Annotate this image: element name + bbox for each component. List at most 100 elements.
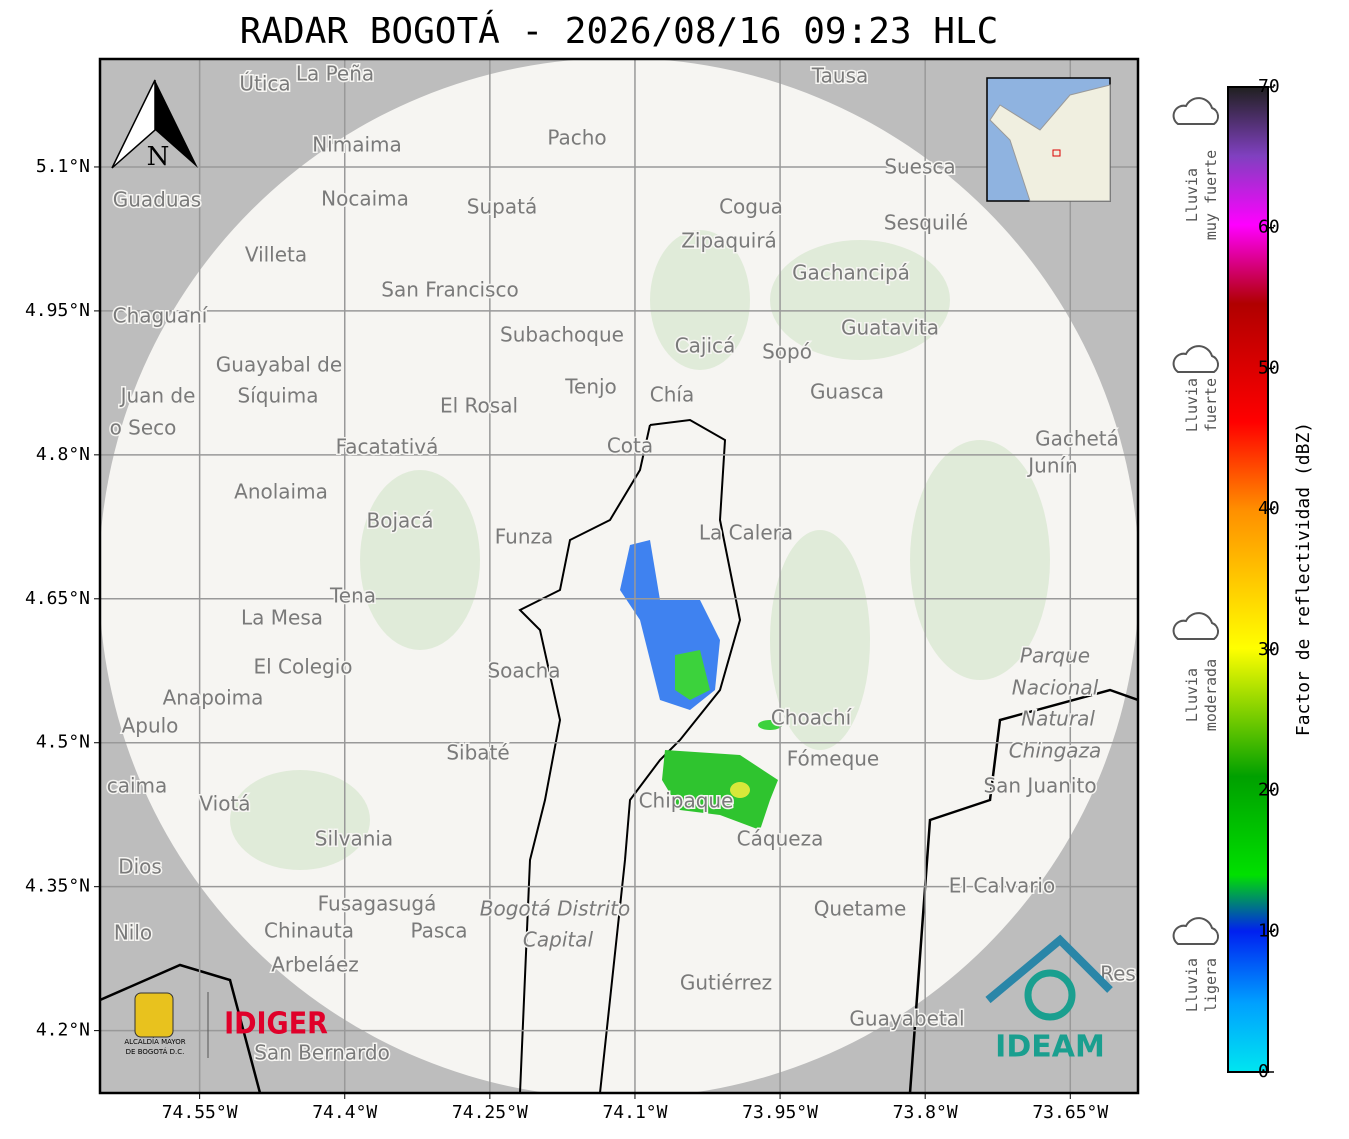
map: Útica La Peña Tausa Pacho Nimaima Guaduas Noca…: [100, 59, 1138, 1093]
place-label: Bogotá Distrito: [480, 897, 630, 921]
place-label: Junín: [1026, 454, 1077, 478]
place-label: El Calvario: [949, 874, 1055, 898]
colorbar-axis: 0 10 20 30 40 50 60 70: [1258, 76, 1280, 1082]
place-label: Gachancipá: [792, 261, 910, 285]
weather-icon: [1172, 345, 1219, 373]
logo-alcaldia: ALCALDÍA MAYOR DE BOGOTÁ D.C.: [124, 992, 209, 1058]
place-label: Facatativá: [336, 435, 439, 459]
weather-icon: [1172, 612, 1219, 640]
place-label: Pacho: [547, 126, 606, 150]
place-label: Suesca: [884, 155, 955, 179]
place-label: Silvania: [315, 827, 393, 851]
place-label: Tena: [329, 584, 376, 608]
place-label: Anolaima: [234, 480, 328, 504]
colorbar-tick-label: 40: [1258, 498, 1280, 519]
colorbar-tick-label: 30: [1258, 639, 1280, 660]
colorbar-label: Factor de reflectividad (dBZ): [1293, 422, 1314, 736]
place-label: Cogua: [719, 195, 783, 219]
category-label: muy fuerte: [1202, 150, 1220, 240]
place-label: Funza: [495, 525, 554, 549]
place-label: Parque: [1020, 644, 1090, 668]
place-label: La Peña: [296, 62, 374, 86]
radar-echoes: [620, 540, 782, 830]
place-label: Gutiérrez: [680, 971, 772, 995]
place-label: Viotá: [199, 792, 250, 816]
place-label: El Colegio: [253, 655, 352, 679]
north-label: N: [147, 142, 170, 172]
place-label: La Mesa: [241, 606, 323, 630]
category-label: Lluvia: [1183, 668, 1201, 722]
place-label: Capital: [523, 928, 594, 952]
category-label: moderada: [1202, 659, 1220, 731]
place-label: San Bernardo: [254, 1041, 390, 1065]
x-tick-label: 73.95°W: [742, 1102, 818, 1123]
place-label: Chía: [650, 383, 694, 407]
category-label: fuerte: [1202, 378, 1220, 432]
colorbar-tick-label: 50: [1258, 357, 1280, 378]
colorbar-tick-label: 60: [1258, 217, 1280, 238]
inset-map: [986, 77, 1111, 202]
place-label: Síquima: [238, 384, 319, 408]
category-label: Lluvia: [1183, 168, 1201, 222]
place-label: San Juanito: [983, 774, 1096, 798]
place-label: Gachetá: [1035, 427, 1119, 451]
logo-ideam: IDEAM: [985, 934, 1113, 1065]
place-label: Natural: [1021, 707, 1095, 731]
category-label: ligera: [1202, 958, 1220, 1012]
place-label: Subachoque: [500, 323, 624, 347]
y-tick-label: 4.65°N: [25, 588, 90, 609]
place-label: Villeta: [245, 243, 307, 267]
weather-icon: [1172, 97, 1219, 125]
place-label: Nilo: [114, 921, 152, 945]
graticule: [100, 59, 1138, 1093]
place-label: Guaduas: [113, 188, 201, 212]
weather-icon: [1172, 917, 1219, 945]
place-label: Cajicá: [675, 334, 736, 358]
place-label: Guasca: [810, 380, 884, 404]
place-label: Supatá: [467, 195, 537, 219]
colorbar-tick-label: 0: [1258, 1061, 1269, 1082]
place-label: Útica: [239, 72, 290, 96]
place-label: El Rosal: [440, 394, 518, 418]
place-label: Soacha: [487, 659, 560, 683]
place-label: Nimaima: [312, 133, 402, 157]
colorbar-tick-label: 20: [1258, 780, 1280, 801]
y-tick-label: 4.2°N: [36, 1020, 90, 1041]
place-label: Zipaquirá: [681, 229, 777, 253]
x-tick-label: 74.55°W: [162, 1102, 238, 1123]
place-label: Guatavita: [841, 316, 939, 340]
x-tick-label: 73.65°W: [1032, 1102, 1108, 1123]
north-arrow: N: [111, 79, 198, 172]
place-label: San Francisco: [381, 278, 518, 302]
y-tick-label: 4.35°N: [25, 876, 90, 897]
x-tick-label: 74.4°W: [312, 1102, 377, 1123]
place-label: Nacional: [1012, 676, 1099, 700]
logo-ideam-text: IDEAM: [995, 1030, 1105, 1065]
boundary: [518, 418, 742, 1093]
place-label: Guayabetal: [849, 1007, 964, 1031]
y-tick-label: 5.1°N: [36, 156, 90, 177]
place-label: Fusagasugá: [318, 892, 437, 916]
place-label: Choachí: [771, 706, 853, 730]
place-label: Sopó: [762, 340, 812, 364]
colorbar-tick-label: 70: [1258, 76, 1280, 97]
category-label: Lluvia: [1183, 958, 1201, 1012]
place-label: Chipaque: [639, 789, 734, 813]
y-tick-label: 4.5°N: [36, 732, 90, 753]
place-label: Cota: [607, 434, 653, 458]
place-label: Chinauta: [264, 919, 354, 943]
map-frame: [98, 57, 1140, 1095]
place-label: Arbeláez: [271, 953, 359, 977]
place-label: Dios: [118, 855, 162, 879]
place-label: Sibaté: [446, 741, 509, 765]
place-label: Guayabal de: [216, 353, 342, 377]
colorbar-tick-label: 10: [1258, 920, 1280, 941]
place-label: Pasca: [410, 919, 467, 943]
y-tick-label: 4.95°N: [25, 300, 90, 321]
place-label: Fómeque: [787, 747, 880, 771]
y-tick-label: 4.8°N: [36, 444, 90, 465]
department-border: [100, 688, 1138, 1093]
title: RADAR BOGOTÁ - 2026/08/16 09:23 HLC: [240, 10, 999, 52]
